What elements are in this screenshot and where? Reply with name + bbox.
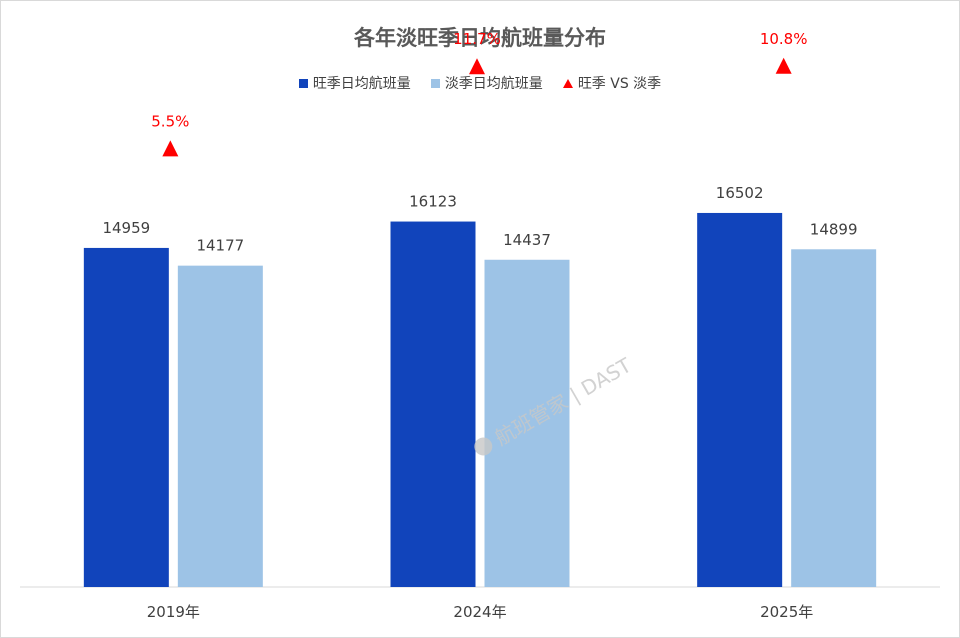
x-tick-label: 2025年 (760, 603, 813, 621)
data-label-offpeak: 14899 (810, 220, 858, 238)
legend-item-offpeak: 淡季日均航班量 (430, 73, 543, 93)
x-tick-label: 2019年 (147, 603, 200, 621)
legend-item-peak: 旺季日均航班量 (298, 73, 411, 93)
data-label-peak: 16502 (716, 184, 764, 202)
data-label-offpeak: 14177 (196, 237, 244, 255)
x-tick-label: 2024年 (453, 603, 506, 621)
comparison-marker (469, 58, 485, 75)
comparison-marker (775, 57, 792, 74)
legend-item-comparison: 旺季 VS 淡季 (562, 73, 662, 93)
bar-peak (83, 247, 169, 588)
bar-offpeak (791, 249, 877, 587)
legend: 旺季日均航班量 淡季日均航班量 旺季 VS 淡季 (0, 73, 960, 93)
comparison-label: 5.5% (151, 112, 189, 130)
legend-swatch-offpeak (430, 78, 440, 88)
comparison-label: 10.8% (760, 30, 808, 48)
data-label-peak: 16123 (409, 193, 457, 211)
legend-swatch-peak (298, 78, 308, 88)
bar-peak (390, 221, 476, 587)
data-label-peak: 14959 (102, 219, 150, 237)
legend-triangle-icon (562, 78, 573, 88)
bar-peak (697, 212, 783, 588)
bar-offpeak (177, 265, 263, 587)
data-label-offpeak: 14437 (503, 231, 551, 249)
legend-label-offpeak: 淡季日均航班量 (444, 76, 543, 92)
legend-label-comparison: 旺季 VS 淡季 (577, 76, 662, 92)
legend-label-peak: 旺季日均航班量 (312, 76, 411, 92)
comparison-label: 11.7% (453, 30, 501, 48)
comparison-marker (162, 140, 179, 157)
bar-offpeak (484, 259, 570, 587)
chart-title: 各年淡旺季日均航班量分布 (354, 26, 606, 50)
